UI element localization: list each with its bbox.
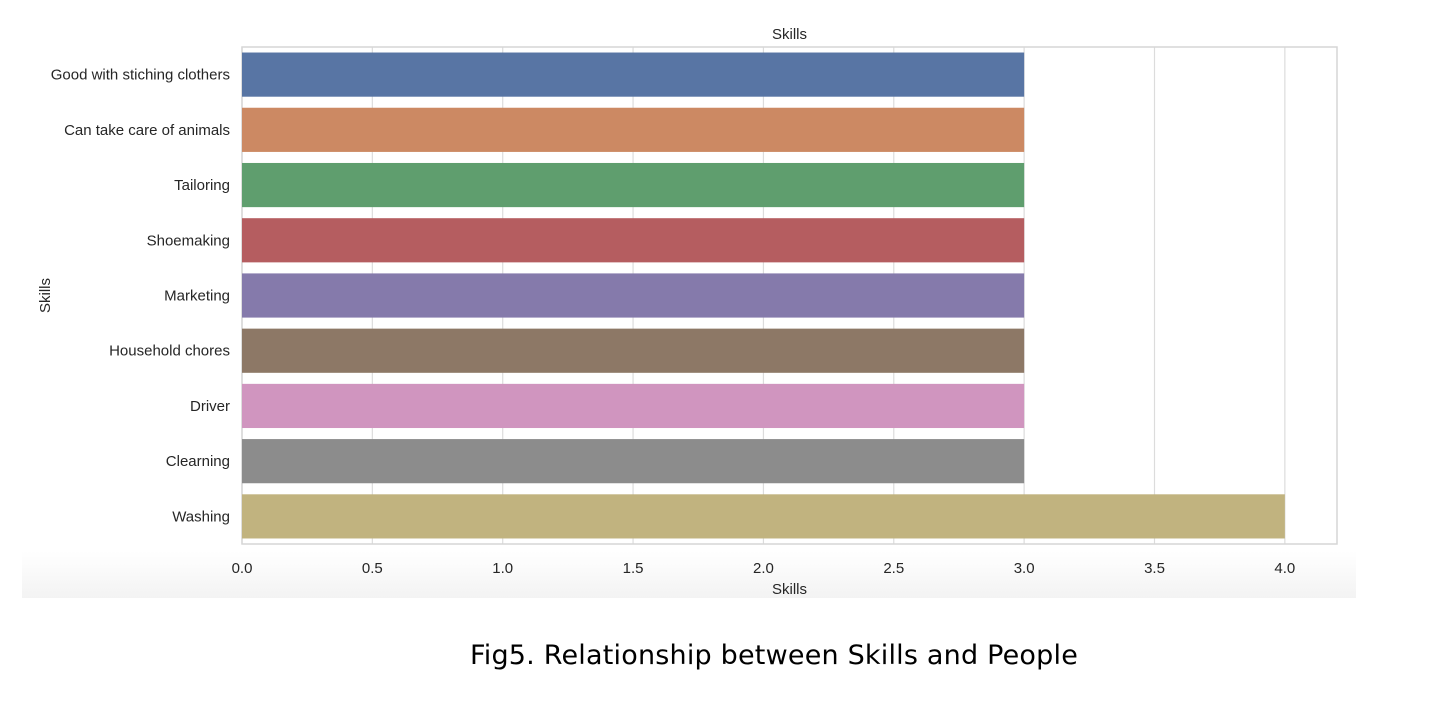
x-tick-label-6: 3.0: [1014, 560, 1035, 577]
bar-7: [242, 439, 1025, 484]
x-tick-label-4: 2.0: [753, 560, 774, 577]
y-tick-label-5: Household chores: [109, 343, 230, 360]
y-tick-label-3: Shoemaking: [147, 232, 230, 249]
x-tick-label-0: 0.0: [232, 560, 253, 577]
figure-caption: Fig5. Relationship between Skills and Pe…: [469, 640, 1079, 671]
y-tick-label-7: Clearning: [166, 453, 230, 470]
bar-5: [242, 328, 1025, 373]
bar-3: [242, 218, 1025, 263]
x-tick-label-3: 1.5: [623, 560, 644, 577]
y-tick-label-6: Driver: [190, 398, 230, 415]
y-tick-label-0: Good with stiching clothers: [51, 67, 230, 84]
y-tick-label-2: Tailoring: [174, 177, 230, 194]
x-tick-label-2: 1.0: [492, 560, 513, 577]
x-tick-label-5: 2.5: [883, 560, 904, 577]
y-tick-label-8: Washing: [172, 508, 230, 525]
bar-4: [242, 273, 1025, 318]
y-tick-label-1: Can take care of animals: [64, 122, 230, 139]
x-axis-label: Skills: [772, 581, 807, 598]
bar-0: [242, 52, 1025, 97]
chart-title: Skills: [772, 26, 807, 43]
x-tick-label-1: 0.5: [362, 560, 383, 577]
x-tick-label-8: 4.0: [1274, 560, 1295, 577]
bar-2: [242, 162, 1025, 208]
bar-1: [242, 107, 1025, 152]
y-tick-label-4: Marketing: [164, 288, 230, 305]
bar-6: [242, 383, 1025, 429]
bar-8: [242, 494, 1285, 539]
x-tick-label-7: 3.5: [1144, 560, 1165, 577]
y-axis-label: Skills: [37, 278, 54, 313]
